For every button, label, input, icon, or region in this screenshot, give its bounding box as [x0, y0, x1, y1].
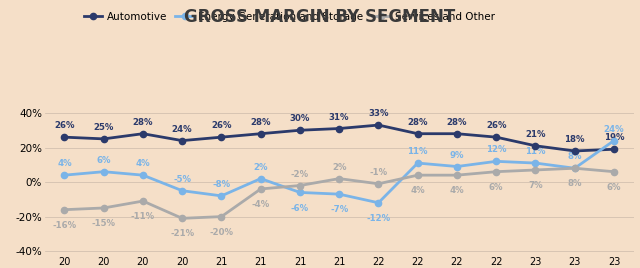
- Text: 28%: 28%: [250, 118, 271, 127]
- Text: -12%: -12%: [366, 214, 390, 223]
- Text: -7%: -7%: [330, 205, 348, 214]
- Text: 2%: 2%: [253, 163, 268, 172]
- Text: 4%: 4%: [57, 159, 72, 168]
- Text: 12%: 12%: [486, 146, 506, 154]
- Text: -16%: -16%: [52, 221, 77, 230]
- Text: 6%: 6%: [97, 156, 111, 165]
- Text: 24%: 24%: [172, 125, 193, 134]
- Text: -4%: -4%: [252, 200, 270, 209]
- Text: -15%: -15%: [92, 219, 116, 228]
- Text: 11%: 11%: [408, 147, 428, 156]
- Text: 9%: 9%: [450, 151, 464, 159]
- Text: 4%: 4%: [450, 186, 464, 195]
- Text: 11%: 11%: [525, 147, 546, 156]
- Text: -2%: -2%: [291, 170, 309, 178]
- Text: 30%: 30%: [290, 114, 310, 123]
- Text: 28%: 28%: [447, 118, 467, 127]
- Legend: Automotive, Energy Generation and Storage, Services and Other: Automotive, Energy Generation and Storag…: [79, 8, 499, 26]
- Text: 25%: 25%: [93, 123, 114, 132]
- Text: 8%: 8%: [568, 179, 582, 188]
- Text: 26%: 26%: [211, 121, 232, 130]
- Text: 6%: 6%: [607, 183, 621, 192]
- Text: GROSS MARGIN BY SEGMENT: GROSS MARGIN BY SEGMENT: [184, 8, 456, 26]
- Text: -1%: -1%: [369, 168, 387, 177]
- Text: -21%: -21%: [170, 229, 195, 239]
- Text: 19%: 19%: [604, 133, 624, 142]
- Text: 31%: 31%: [329, 113, 349, 122]
- Text: 18%: 18%: [564, 135, 585, 144]
- Text: 24%: 24%: [604, 125, 624, 134]
- Text: -8%: -8%: [212, 180, 230, 189]
- Text: -11%: -11%: [131, 212, 155, 221]
- Text: 28%: 28%: [408, 118, 428, 127]
- Text: 28%: 28%: [132, 118, 153, 127]
- Text: 21%: 21%: [525, 130, 546, 139]
- Text: -20%: -20%: [209, 228, 234, 237]
- Text: 33%: 33%: [368, 109, 388, 118]
- Text: 26%: 26%: [486, 121, 506, 130]
- Text: 6%: 6%: [489, 183, 504, 192]
- Text: -6%: -6%: [291, 203, 309, 213]
- Text: -5%: -5%: [173, 175, 191, 184]
- Text: 8%: 8%: [568, 152, 582, 161]
- Text: 2%: 2%: [332, 163, 346, 172]
- Text: 7%: 7%: [528, 181, 543, 190]
- Text: 4%: 4%: [410, 186, 425, 195]
- Text: 26%: 26%: [54, 121, 75, 130]
- Text: 4%: 4%: [136, 159, 150, 168]
